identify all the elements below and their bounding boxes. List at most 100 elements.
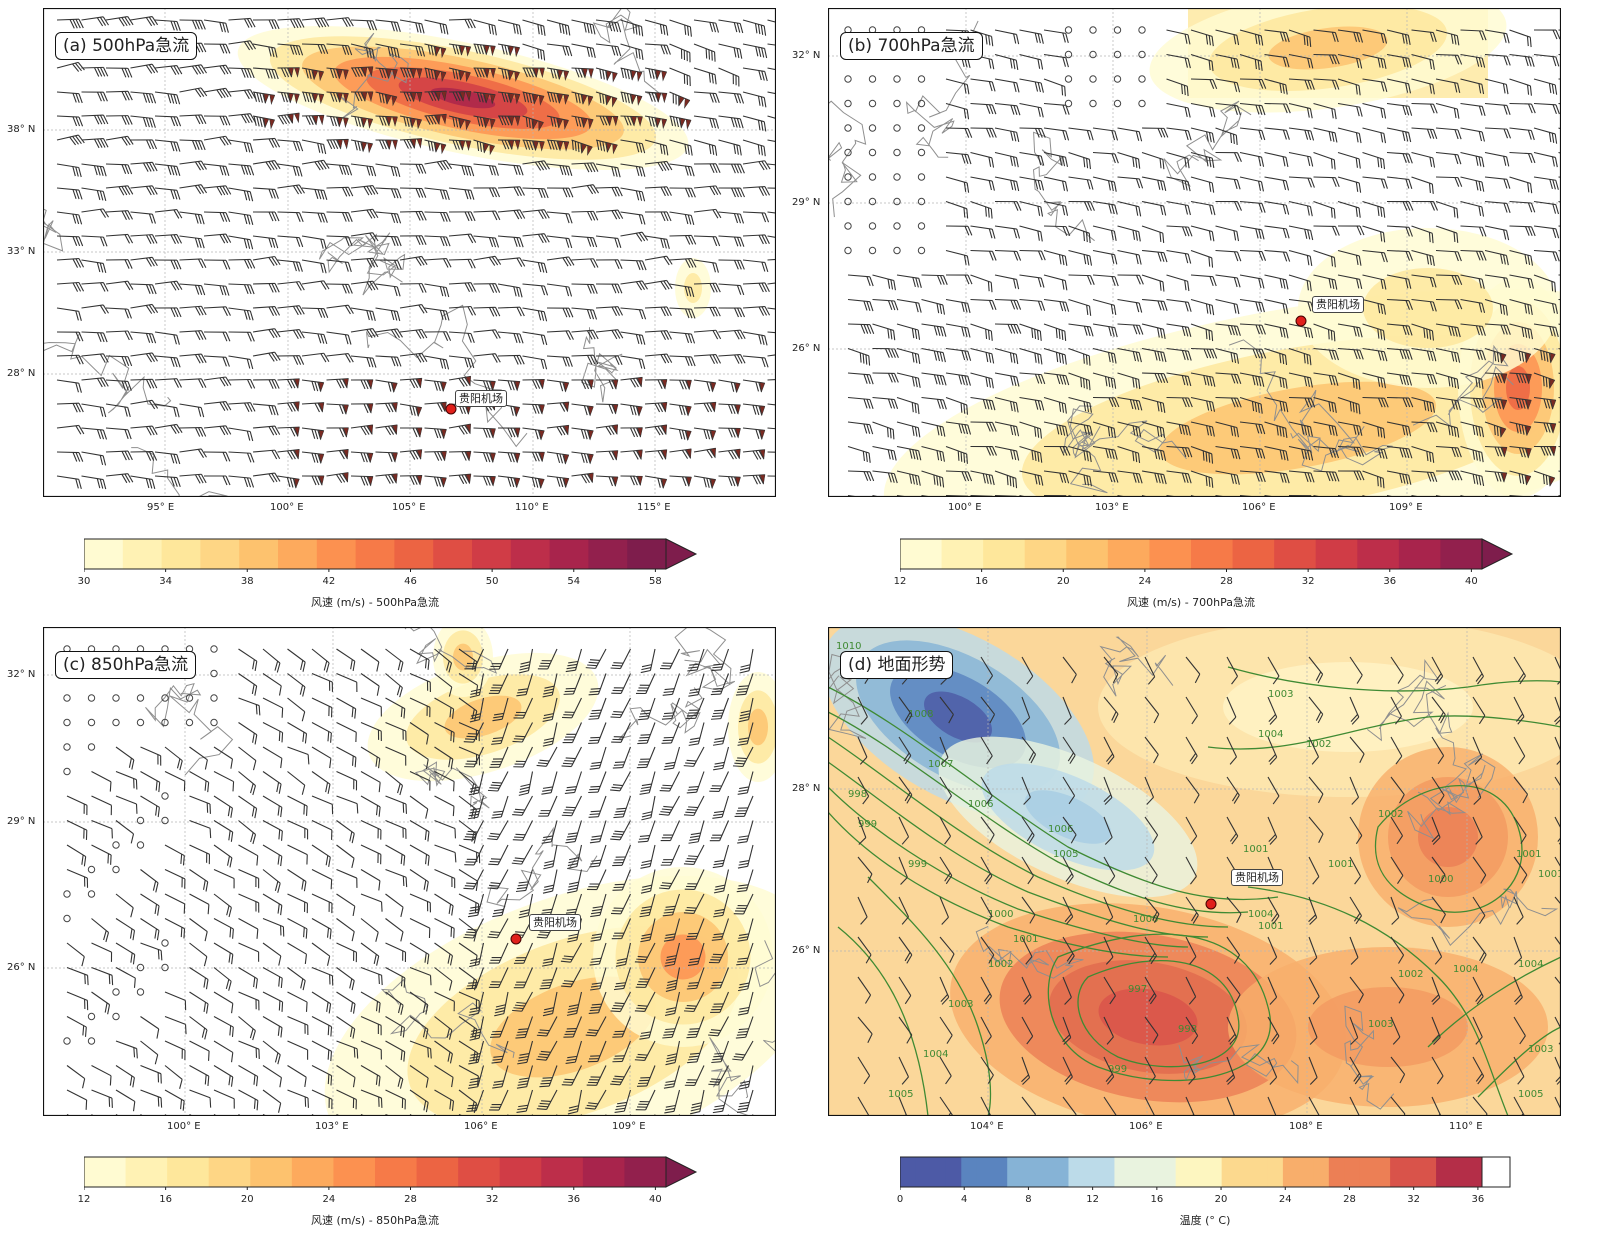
colorbar-c: 12 16 20 24 28 32 36 40 风速 (m/s) - 850hPa急流: [78, 1156, 704, 1227]
colorbar-tick-label: 24: [1138, 576, 1152, 587]
x-tick-label: 100° E: [270, 502, 304, 513]
colorbar-tick-label: 20: [240, 1194, 254, 1205]
y-tick-label: 26° N: [792, 343, 821, 354]
x-tick-label: 110° E: [515, 502, 549, 513]
colorbar-b-title: 风速 (m/s) - 700hPa急流: [1126, 596, 1256, 609]
colorbar-tick-label: 36: [1471, 1194, 1485, 1205]
x-tick-label: 100° E: [948, 502, 982, 513]
station-marker: [510, 933, 522, 945]
colorbar-c-bar: [83, 1156, 698, 1191]
colorbar-tick-label: 58: [649, 576, 662, 587]
panel-d-title: (d) 地面形势: [840, 651, 954, 679]
shading-layer: [883, 8, 1561, 497]
colorbar-tick-label: 36: [1383, 576, 1397, 587]
colorbar-tick-label: 12: [1086, 1194, 1099, 1205]
x-tick-label: 103° E: [1095, 502, 1129, 513]
wind-barbs: [56, 15, 776, 490]
colorbar-b-bar: [899, 538, 1514, 573]
x-tick-label: 106° E: [1242, 502, 1276, 513]
panel-c-map: [43, 627, 776, 1116]
x-tick-label: 105° E: [392, 502, 426, 513]
colorbar-tick-label: 38: [240, 576, 254, 587]
panel-a: (a) 500hPa急流 贵阳机场: [43, 8, 776, 497]
colorbar-tick-label: 40: [649, 1194, 662, 1205]
colorbar-tick-label: 20: [1056, 576, 1070, 587]
shading-layer: [324, 627, 776, 1116]
colorbar-tick-label: 24: [322, 1194, 336, 1205]
station-marker: [1205, 898, 1217, 910]
colorbar-b: 12 16 20 24 28 32 36 40 风速 (m/s) - 700hPa急流: [894, 538, 1520, 609]
colorbar-tick-label: 4: [961, 1194, 968, 1205]
wind-barbs: [63, 645, 754, 1116]
x-tick-label: 100° E: [167, 1121, 201, 1132]
y-tick-label: 32° N: [792, 50, 821, 61]
isobar-labels: 1010100810071006100610059999989991000100…: [836, 641, 1561, 1100]
y-tick-label: 28° N: [7, 368, 36, 379]
colorbar-a: 30 34 38 42 46 50 54 58 风速 (m/s) - 500hPa急流: [78, 538, 704, 609]
colorbar-tick-label: 32: [1301, 576, 1315, 587]
colorbar-tick-label: 30: [77, 576, 91, 587]
graticule: [43, 8, 776, 497]
colorbar-tick-label: 12: [77, 1194, 91, 1205]
panel-b-title: (b) 700hPa急流: [840, 32, 983, 60]
panel-b-map: [828, 8, 1561, 497]
colorbar-tick-label: 32: [485, 1194, 499, 1205]
colorbar-tick-label: 16: [975, 576, 988, 587]
colorbar-tick-label: 54: [567, 576, 581, 587]
colorbar-tick-label: 28: [404, 1194, 417, 1205]
province-borders: [43, 8, 663, 497]
panel-a-station-label: 贵阳机场: [455, 390, 507, 407]
panel-a-title: (a) 500hPa急流: [55, 32, 198, 60]
y-tick-label: 29° N: [7, 816, 36, 827]
colorbar-tick-label: 46: [404, 576, 417, 587]
colorbar-tick-label: 34: [159, 576, 172, 587]
station-marker: [445, 403, 457, 415]
y-tick-label: 33° N: [7, 246, 36, 257]
x-tick-label: 108° E: [1289, 1121, 1323, 1132]
colorbar-a-bar: [83, 538, 698, 573]
shading-layer: [828, 627, 1561, 1116]
colorbar-tick-label: 32: [1407, 1194, 1421, 1205]
colorbar-tick-label: 28: [1343, 1194, 1356, 1205]
x-tick-label: 109° E: [612, 1121, 646, 1132]
panel-c-station-label: 贵阳机场: [529, 914, 581, 931]
colorbar-tick-label: 16: [159, 1194, 172, 1205]
colorbar-a-title: 风速 (m/s) - 500hPa急流: [310, 596, 440, 609]
x-tick-label: 104° E: [970, 1121, 1004, 1132]
colorbar-tick-label: 36: [567, 1194, 581, 1205]
panel-d: 1010 1008 1007 1006 1006 1005 999 998 999 1000 100…: [828, 627, 1561, 1116]
x-tick-label: 106° E: [1129, 1121, 1163, 1132]
panel-c: (c) 850hPa急流 贵阳机场: [43, 627, 776, 1116]
y-tick-label: 28° N: [792, 783, 821, 794]
panel-c-title: (c) 850hPa急流: [55, 651, 197, 679]
panel-a-map: [43, 8, 776, 497]
colorbar-d-title: 温度 (° C): [1179, 1214, 1231, 1227]
colorbar-tick-label: 16: [1150, 1194, 1164, 1205]
colorbar-tick-label: 8: [1025, 1194, 1032, 1205]
y-tick-label: 29° N: [792, 197, 821, 208]
colorbar-tick-label: 28: [1220, 576, 1233, 587]
colorbar-d: 0 4 8 12 16 20 24 28 32 36 温度 (° C): [897, 1156, 1520, 1227]
panel-b: (b) 700hPa急流 贵阳机场: [828, 8, 1561, 497]
panel-d-station-label: 贵阳机场: [1231, 869, 1283, 886]
colorbar-tick-label: 42: [322, 576, 336, 587]
x-tick-label: 106° E: [464, 1121, 498, 1132]
colorbar-tick-label: 0: [896, 1194, 904, 1205]
colorbar-d-bar: [899, 1156, 1511, 1191]
colorbar-tick-label: 12: [893, 576, 907, 587]
x-tick-label: 110° E: [1449, 1121, 1483, 1132]
station-marker: [1295, 315, 1307, 327]
panel-d-map: 1010100810071006100610059999989991000100…: [828, 627, 1561, 1116]
panel-b-station-label: 贵阳机场: [1312, 296, 1364, 313]
x-tick-label: 95° E: [147, 502, 175, 513]
colorbar-tick-label: 50: [485, 576, 499, 587]
isobars: [828, 666, 1561, 1116]
y-tick-label: 26° N: [792, 945, 821, 956]
y-tick-label: 26° N: [7, 962, 36, 973]
y-tick-label: 32° N: [7, 669, 36, 680]
wind-barbs: [844, 26, 1561, 497]
y-tick-label: 38° N: [7, 124, 36, 135]
colorbar-tick-label: 24: [1278, 1194, 1292, 1205]
x-tick-label: 109° E: [1389, 502, 1423, 513]
x-tick-label: 103° E: [315, 1121, 349, 1132]
